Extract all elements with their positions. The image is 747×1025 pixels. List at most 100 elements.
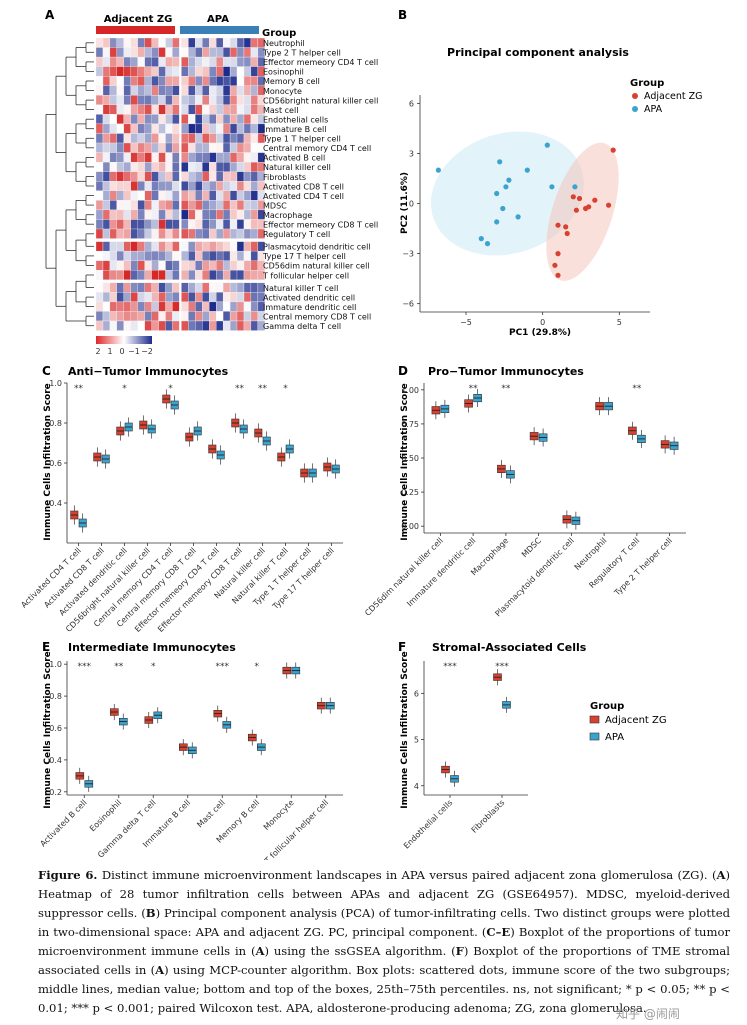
heatmap-cell xyxy=(130,190,138,201)
heatmap-cell xyxy=(165,47,173,58)
heatmap-row-label: Macrophage xyxy=(263,211,312,220)
heatmap-cell xyxy=(188,142,196,153)
heatmap-cell xyxy=(144,66,152,77)
heatmap-cell xyxy=(130,181,138,192)
heatmap-cell xyxy=(158,292,166,302)
panel-b-letter: B xyxy=(398,8,407,22)
heatmap-cell xyxy=(172,320,180,331)
heatmap-cell xyxy=(130,260,138,271)
heatmap-cell xyxy=(102,114,111,125)
heatmap-cell xyxy=(151,292,159,302)
boxplot-y-tick-label: 0.4 xyxy=(49,756,62,765)
heatmap-cell xyxy=(216,301,224,312)
heatmap-cell xyxy=(236,152,245,163)
heatmap-cell xyxy=(102,219,111,230)
heatmap-cell xyxy=(109,282,118,293)
heatmap-dendrogram xyxy=(45,42,94,327)
heatmap-cell xyxy=(181,133,189,144)
heatmap-cell xyxy=(137,241,145,252)
heatmap-cell xyxy=(95,133,104,144)
heatmap-cell xyxy=(181,311,189,322)
heatmap-cell xyxy=(123,260,131,271)
heatmap-cell xyxy=(222,37,231,48)
heatmap-cell xyxy=(116,241,124,252)
heatmap-cell xyxy=(151,301,159,312)
heatmap-cell xyxy=(229,104,238,115)
heatmap-cell xyxy=(243,292,252,302)
pca-point-adjacent xyxy=(592,197,598,203)
heatmap-cell xyxy=(181,85,189,96)
heatmap-cell xyxy=(188,76,196,86)
panel-d-boxplot: D Pro−Tumor Immunocytes Immune Cells Inf… xyxy=(363,364,686,618)
heatmap-cell xyxy=(209,95,217,106)
pca-point-apa xyxy=(497,159,503,165)
heatmap-cell xyxy=(195,152,203,163)
heatmap-cell xyxy=(144,209,152,220)
heatmap-cell xyxy=(165,282,173,293)
heatmap-cell xyxy=(209,37,217,48)
boxplot-y-tick-label: 1.00 xyxy=(401,386,419,395)
heatmap-row-label: MDSC xyxy=(263,201,287,210)
heatmap-cell xyxy=(209,301,217,312)
heatmap-cell xyxy=(95,200,104,211)
heatmap-cell xyxy=(250,47,258,58)
pca-point-adjacent xyxy=(555,222,561,228)
significance-mark: ** xyxy=(469,384,479,394)
heatmap-cell xyxy=(202,133,210,144)
heatmap-cell xyxy=(181,292,189,302)
heatmap-cell xyxy=(123,301,131,312)
heatmap-cell xyxy=(181,241,189,252)
heatmap-cell xyxy=(95,241,104,252)
heatmap-cell xyxy=(144,200,152,211)
heatmap-cell xyxy=(116,228,124,239)
heatmap-cell xyxy=(137,190,145,201)
heatmap-cell xyxy=(144,219,152,230)
panel-b-pca: B Principal component analysis −5 0 5 6 3 0 −3… xyxy=(398,8,703,338)
pca-point-apa xyxy=(503,184,509,190)
heatmap-cell xyxy=(202,123,210,134)
heatmap-cell xyxy=(181,228,189,239)
panel-c-title: Anti−Tumor Immunocytes xyxy=(68,365,229,378)
heatmap-cell xyxy=(236,301,245,312)
pca-y-tick-label: −6 xyxy=(402,300,414,309)
heatmap-cell xyxy=(109,209,118,220)
heatmap-cell xyxy=(116,260,124,271)
heatmap-cell xyxy=(95,181,104,192)
heatmap-cell xyxy=(216,320,224,331)
heatmap-cell xyxy=(216,56,224,67)
heatmap-cell xyxy=(165,37,173,48)
heatmap-cell xyxy=(144,282,152,293)
heatmap-cell xyxy=(243,171,252,182)
heatmap-cell xyxy=(222,250,231,261)
heatmap-cell xyxy=(172,219,180,230)
heatmap-row-label: Regulatory T cell xyxy=(263,230,330,239)
heatmap-cell xyxy=(195,270,203,280)
heatmap-cell xyxy=(188,114,196,125)
heatmap-cell xyxy=(137,292,145,302)
heatmap-cell xyxy=(195,292,203,302)
heatmap-cell xyxy=(202,181,210,192)
heatmap-cell xyxy=(172,209,180,220)
caption-text-4: ) Principal component analysis (PCA) of … xyxy=(38,906,730,939)
heatmap-cell xyxy=(95,301,104,312)
heatmap-cell xyxy=(229,152,238,163)
heatmap-cell xyxy=(130,270,138,280)
heatmap-cell xyxy=(123,250,131,261)
panel-e-title: Intermediate Immunocytes xyxy=(68,641,236,654)
heatmap-cell xyxy=(209,311,217,322)
heatmap-cell xyxy=(216,142,224,153)
heatmap-cell xyxy=(95,162,104,172)
heatmap-row-label: Mast cell xyxy=(263,106,298,115)
heatmap-cell xyxy=(123,228,131,239)
boxplot-y-tick-label: 0.8 xyxy=(49,419,62,428)
significance-mark: ** xyxy=(74,384,84,394)
heatmap-row-label: Effector memeory CD4 T cell xyxy=(263,58,378,67)
significance-mark: ** xyxy=(501,384,511,394)
heatmap-cell xyxy=(144,104,152,115)
heatmap-cell xyxy=(181,152,189,163)
boxplot-x-tick-label: Immature dendritic cell xyxy=(405,536,477,608)
panel-c-letter: C xyxy=(42,364,51,378)
heatmap-cell xyxy=(137,76,145,86)
heatmap-cell xyxy=(181,47,189,58)
